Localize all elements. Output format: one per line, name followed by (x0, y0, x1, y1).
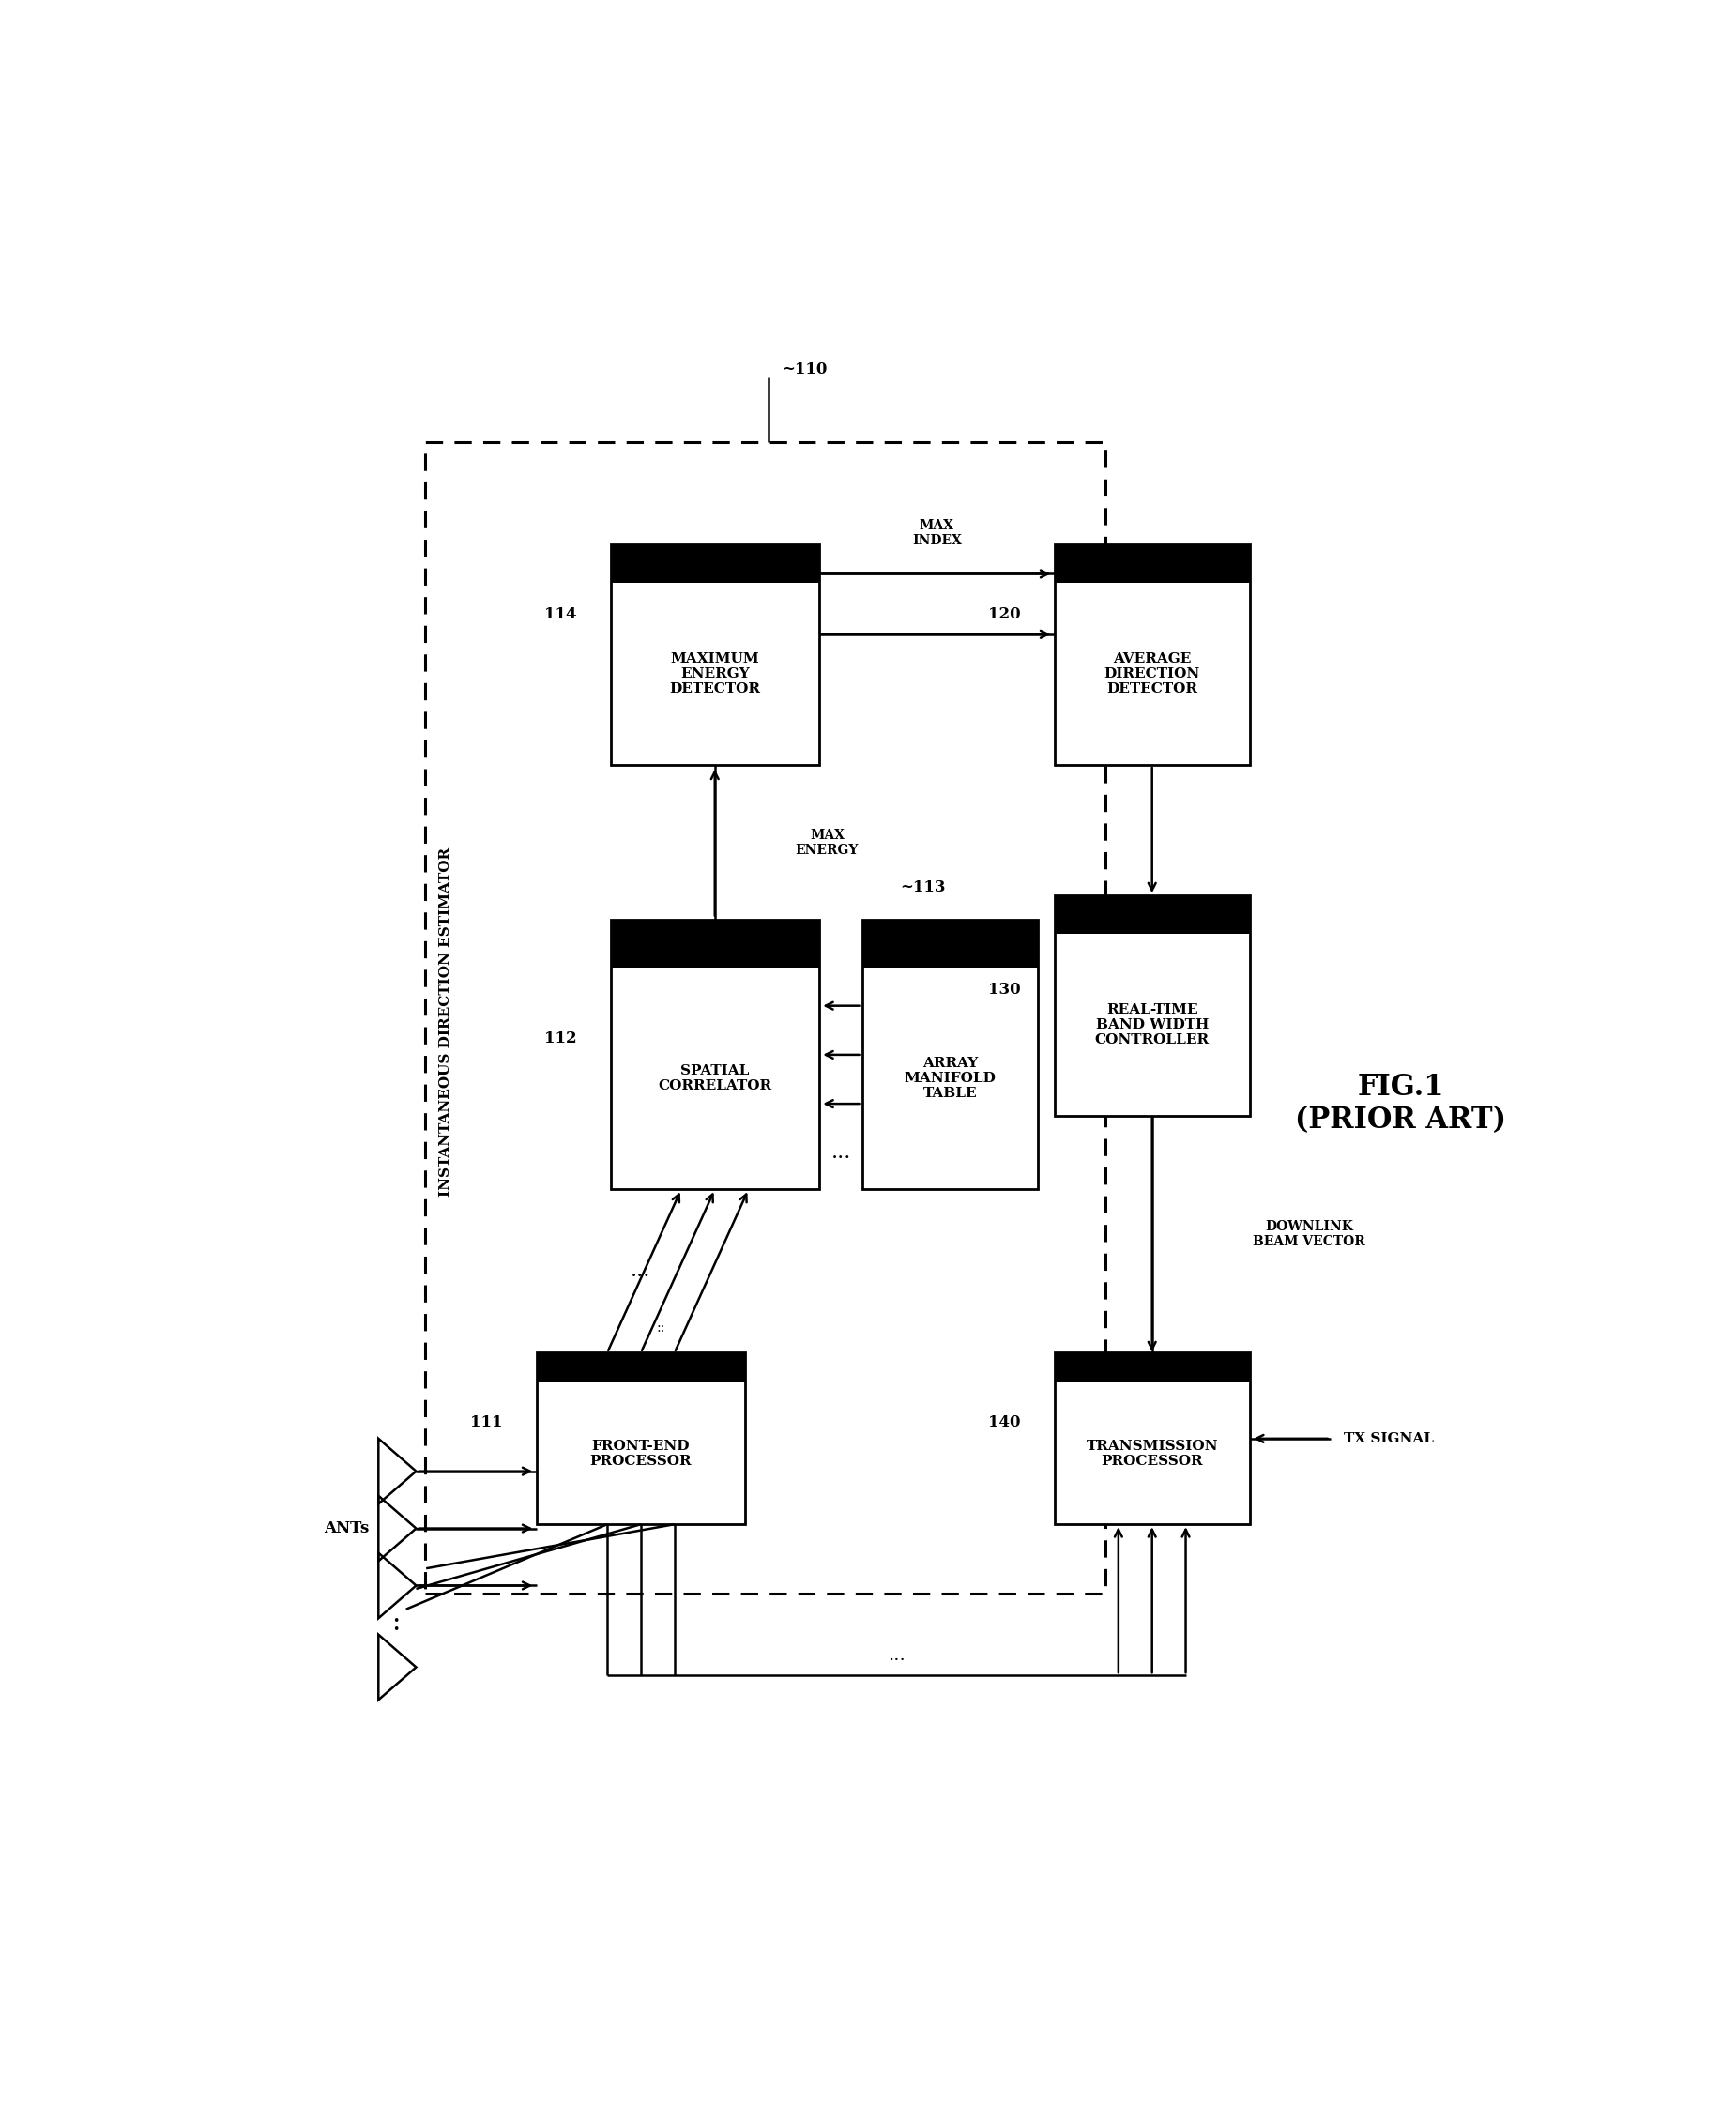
Bar (611, 545, 819, 583)
Text: MAX
ENERGY: MAX ENERGY (795, 829, 859, 857)
Text: REAL-TIME
BAND WIDTH
CONTROLLER: REAL-TIME BAND WIDTH CONTROLLER (1095, 1003, 1210, 1048)
Text: DOWNLINK
BEAM VECTOR: DOWNLINK BEAM VECTOR (1253, 1220, 1364, 1249)
Text: FRONT-END
PROCESSOR: FRONT-END PROCESSOR (590, 1440, 691, 1468)
Text: FIG.1
(PRIOR ART): FIG.1 (PRIOR ART) (1295, 1073, 1507, 1135)
Text: 130: 130 (988, 982, 1021, 997)
Text: 112: 112 (545, 1031, 576, 1046)
Bar (536, 1353, 745, 1383)
Text: ...: ... (832, 1143, 851, 1162)
Text: 114: 114 (545, 607, 576, 621)
Text: ...: ... (887, 1648, 904, 1665)
Text: AVERAGE
DIRECTION
DETECTOR: AVERAGE DIRECTION DETECTOR (1104, 651, 1200, 696)
Bar (1054, 545, 1250, 583)
Bar (425, 443, 1106, 1593)
Text: ~113: ~113 (901, 880, 946, 895)
Text: ::: :: (656, 1321, 665, 1334)
Bar (1054, 1353, 1250, 1525)
Text: SPATIAL
CORRELATOR: SPATIAL CORRELATOR (658, 1065, 771, 1092)
Bar (611, 545, 819, 766)
Text: TX SIGNAL: TX SIGNAL (1344, 1432, 1434, 1444)
Text: INSTANTANEOUS DIRECTION ESTIMATOR: INSTANTANEOUS DIRECTION ESTIMATOR (439, 848, 453, 1196)
Text: MAX
INDEX: MAX INDEX (911, 520, 962, 547)
Bar (1054, 895, 1250, 1116)
Text: TRANSMISSION
PROCESSOR: TRANSMISSION PROCESSOR (1087, 1440, 1219, 1468)
Text: 140: 140 (988, 1415, 1021, 1430)
Text: MAXIMUM
ENERGY
DETECTOR: MAXIMUM ENERGY DETECTOR (670, 651, 760, 696)
Bar (1054, 1353, 1250, 1383)
Bar (611, 921, 819, 967)
Text: 120: 120 (988, 607, 1021, 621)
Bar (863, 921, 1038, 1190)
Text: ...: ... (630, 1260, 651, 1281)
Text: 111: 111 (470, 1415, 503, 1430)
Bar (1054, 895, 1250, 933)
Text: ~110: ~110 (781, 361, 828, 378)
Bar (536, 1353, 745, 1525)
Bar (1054, 545, 1250, 766)
Bar (611, 921, 819, 1190)
Text: ARRAY
MANIFOLD
TABLE: ARRAY MANIFOLD TABLE (904, 1056, 996, 1101)
Bar (863, 921, 1038, 967)
Text: ANTs: ANTs (323, 1521, 370, 1536)
Text: :: : (392, 1610, 401, 1635)
